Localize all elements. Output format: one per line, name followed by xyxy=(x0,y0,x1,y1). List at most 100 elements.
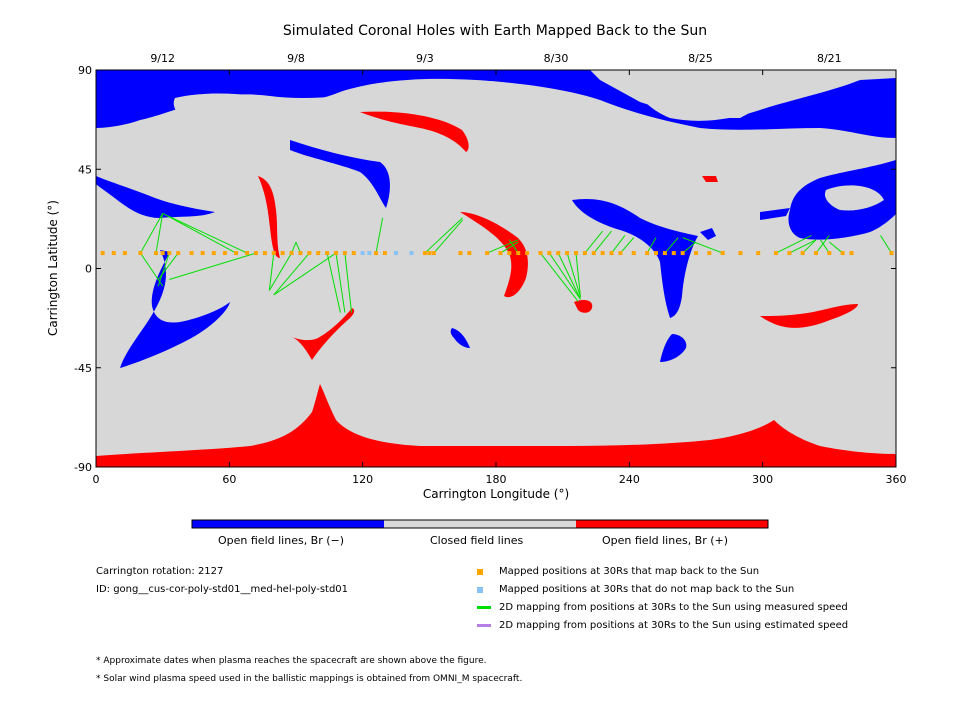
mapping-line xyxy=(162,212,237,254)
legend-measured: 2D mapping from positions at 30Rs to the… xyxy=(477,602,848,613)
mapped-point xyxy=(565,251,570,256)
mapped-point xyxy=(498,251,503,256)
mapped-point xyxy=(849,251,854,256)
mapping-line xyxy=(433,219,464,254)
closed-field-background xyxy=(96,70,896,467)
mapping-line xyxy=(575,253,581,298)
colorbar-frame xyxy=(191,519,769,529)
mapped-point xyxy=(774,251,778,256)
mapping-line xyxy=(486,239,519,254)
mapping-line xyxy=(815,235,830,254)
legend-estimated-label: 2D mapping from positions at 30Rs to the… xyxy=(499,620,849,631)
measured-line-icon xyxy=(477,606,491,609)
mapped-point xyxy=(756,251,761,256)
mapped-point xyxy=(262,251,267,256)
mapped-point xyxy=(738,251,743,256)
y-tick-label: 0 xyxy=(85,263,92,276)
mapped-point xyxy=(787,251,792,256)
coronal-hole-stream-positive-west xyxy=(258,176,280,258)
legend-not-mapped: Mapped positions at 30Rs that do not map… xyxy=(477,584,794,595)
mapped-point xyxy=(516,251,521,256)
x-tick-label: 180 xyxy=(486,473,507,486)
coronal-hole-east-south-blob xyxy=(660,334,687,362)
unmapped-point xyxy=(394,251,398,256)
mapped-point xyxy=(525,251,530,256)
x-tick-label: 300 xyxy=(752,473,773,486)
x-tick-label: 360 xyxy=(886,473,907,486)
mapping-line xyxy=(166,215,248,254)
mapping-line xyxy=(424,217,464,254)
mapped-point xyxy=(600,251,605,256)
mapped-point xyxy=(507,251,512,256)
not-mapped-marker-icon xyxy=(477,586,483,593)
mapped-point xyxy=(431,251,436,256)
estimated-line-icon xyxy=(477,624,491,627)
mapped-point xyxy=(671,251,676,256)
mapping-line xyxy=(789,239,817,254)
coronal-hole-northwest-arm xyxy=(96,176,215,218)
mapped-point xyxy=(427,251,432,256)
x-axis: 0 60 120 180 240 300 360 xyxy=(93,70,907,486)
chart-title: Simulated Coronal Holes with Earth Mappe… xyxy=(283,23,707,39)
mapped-point xyxy=(645,251,650,256)
mapped-point xyxy=(840,251,845,256)
mapped-point xyxy=(234,251,238,256)
mapping-line xyxy=(508,239,519,254)
mapped-point xyxy=(351,251,356,256)
mapped-point xyxy=(245,251,250,256)
mapping-line xyxy=(375,217,384,254)
x-tick-label: 240 xyxy=(619,473,640,486)
mapping-line xyxy=(155,213,164,254)
mapping-line xyxy=(829,241,843,254)
coronal-hole-positive-blob xyxy=(574,300,593,313)
mapped-point xyxy=(582,251,587,256)
coronal-hole-northern-stream xyxy=(290,140,390,208)
closed-region-north-east xyxy=(637,74,860,121)
coronal-hole-central-south xyxy=(450,328,470,348)
coronal-hole-east-central-negative xyxy=(572,198,698,318)
mapped-point xyxy=(167,251,172,256)
mapped-point xyxy=(662,251,667,256)
y-tick-label: -45 xyxy=(74,362,92,375)
mapped-point xyxy=(100,251,105,256)
colorbar-positive xyxy=(576,520,768,528)
mapped-point xyxy=(271,251,276,256)
x-tick-label: 0 xyxy=(93,473,100,486)
top-date-axis: 9/12 9/8 9/3 8/30 8/25 8/21 xyxy=(150,52,841,65)
date-tick-label: 9/12 xyxy=(150,52,175,65)
mapping-line xyxy=(880,235,892,254)
date-tick-label: 8/21 xyxy=(817,52,842,65)
mapped-point xyxy=(211,251,216,256)
x-tick-label: 120 xyxy=(352,473,373,486)
mapping-line xyxy=(273,252,337,296)
mapping-line xyxy=(268,252,292,291)
mapped-point xyxy=(707,251,712,256)
y-tick-label: 45 xyxy=(78,163,92,176)
mapping-lines xyxy=(140,212,892,313)
mapped-point xyxy=(631,251,636,256)
colorbar-label-positive: Open field lines, Br (+) xyxy=(602,534,729,547)
x-tick-label: 60 xyxy=(222,473,236,486)
colorbar-label-negative: Open field lines, Br (−) xyxy=(218,534,345,547)
mapped-positions xyxy=(100,251,894,256)
mapped-point xyxy=(342,251,347,256)
mapped-point xyxy=(200,251,205,256)
mapped-point xyxy=(222,251,227,256)
mapping-line xyxy=(268,253,275,291)
coronal-hole-south-positive-1 xyxy=(290,308,355,360)
date-tick-label: 8/30 xyxy=(544,52,569,65)
x-axis-label: Carrington Longitude (°) xyxy=(423,487,569,501)
mapped-point xyxy=(800,251,805,256)
mapped-point xyxy=(160,251,165,256)
coronal-hole-north-polar-negative xyxy=(96,70,896,138)
mapped-point xyxy=(280,251,285,256)
mapping-line xyxy=(620,237,635,254)
mapping-line xyxy=(344,253,353,313)
mapping-line xyxy=(664,237,679,254)
mapping-line xyxy=(140,252,164,287)
mapped-point xyxy=(189,251,194,256)
y-axis: 90 45 0 -45 -90 xyxy=(74,64,896,474)
mapping-line xyxy=(584,230,604,254)
y-tick-label: 90 xyxy=(78,64,92,77)
mapped-point xyxy=(307,251,312,256)
